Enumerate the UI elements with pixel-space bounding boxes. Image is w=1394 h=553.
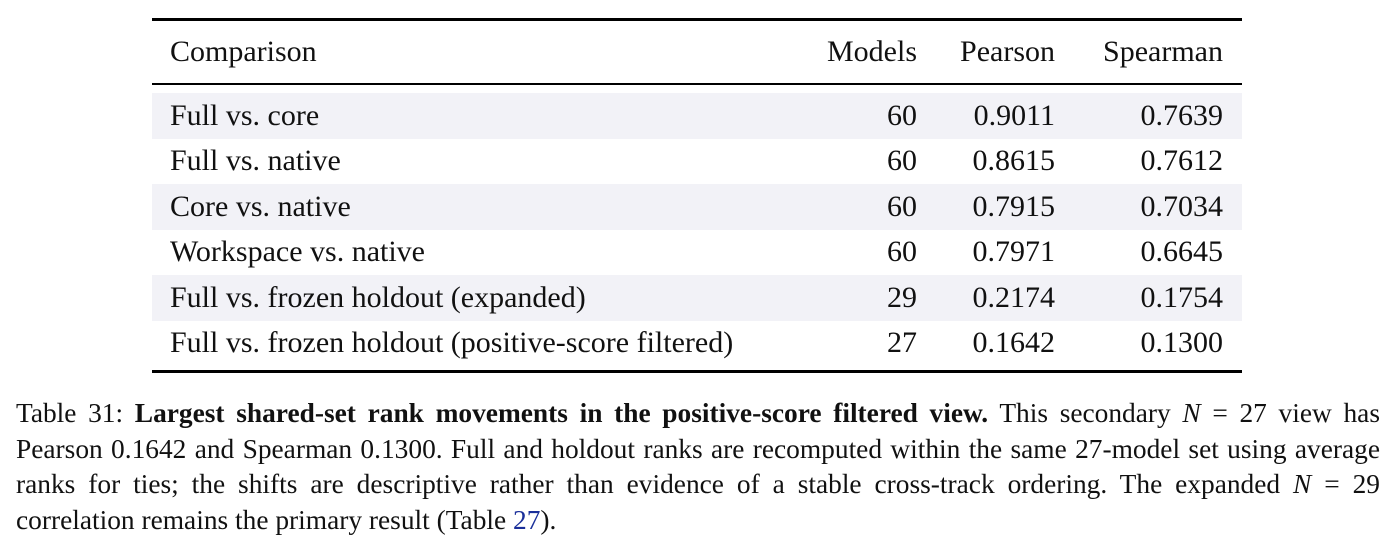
table-row: Workspace vs. native 60 0.7971 0.6645	[152, 230, 1242, 276]
mid-rule	[152, 83, 1242, 85]
cell-pearson: 0.8615	[972, 144, 1056, 178]
cell-spearman: 0.6645	[1140, 235, 1224, 269]
table-caption: Table 31: Largest shared-set rank moveme…	[16, 396, 1380, 538]
header-pearson: Pearson	[960, 35, 1055, 68]
header-spearman: Spearman	[1103, 35, 1223, 68]
caption-math-n2: N	[1293, 469, 1312, 499]
caption-label: Table 31:	[16, 398, 124, 428]
table-row: Core vs. native 60 0.7915 0.7034	[152, 184, 1242, 230]
results-table: Comparison Models Pearson Spearman Full …	[152, 18, 1242, 373]
caption-text-3: correlation remains the primary result (…	[16, 504, 507, 535]
table-header-row: Comparison Models Pearson Spearman	[152, 21, 1242, 83]
cell-pearson: 0.2174	[972, 280, 1056, 314]
cell-spearman: 0.1754	[1140, 280, 1224, 314]
cell-comparison: Full vs. frozen holdout (expanded)	[170, 280, 586, 314]
cell-models: 29	[887, 280, 917, 314]
cell-comparison: Full vs. frozen holdout (positive-score …	[170, 326, 734, 360]
bottom-rule	[152, 370, 1242, 373]
cell-pearson: 0.7915	[972, 189, 1056, 223]
cell-pearson: 0.1642	[972, 326, 1056, 360]
caption-title: Largest shared-set rank movements in the…	[134, 398, 989, 428]
cell-models: 60	[887, 144, 917, 178]
caption-math-n1: N	[1182, 398, 1201, 428]
cell-comparison: Workspace vs. native	[170, 235, 425, 269]
top-rule	[152, 18, 1242, 21]
cell-spearman: 0.1300	[1140, 326, 1224, 360]
cell-comparison: Core vs. native	[170, 189, 351, 223]
cell-pearson: 0.7971	[972, 235, 1056, 269]
caption-text-4: ).	[540, 504, 557, 535]
cell-spearman: 0.7639	[1140, 98, 1224, 132]
cell-spearman: 0.7612	[1140, 144, 1224, 178]
table-row: Full vs. frozen holdout (positive-score …	[152, 321, 1242, 367]
cell-models: 60	[887, 98, 917, 132]
caption-text-1: This secondary	[999, 398, 1171, 428]
header-models: Models	[827, 35, 917, 68]
caption-text-2: view has Pearson 0.1642 and Spearman 0.1…	[16, 398, 1380, 499]
table-row: Full vs. frozen holdout (expanded) 29 0.…	[152, 275, 1242, 321]
cell-comparison: Full vs. native	[170, 144, 341, 178]
cell-comparison: Full vs. core	[170, 98, 320, 132]
cell-models: 60	[887, 189, 917, 223]
cell-spearman: 0.7034	[1140, 189, 1224, 223]
header-comparison: Comparison	[170, 35, 317, 68]
table-row: Full vs. native 60 0.8615 0.7612	[152, 139, 1242, 185]
cell-models: 27	[887, 326, 917, 360]
caption-table-ref-link[interactable]: 27	[513, 504, 541, 535]
cell-pearson: 0.9011	[973, 98, 1055, 132]
cell-models: 60	[887, 235, 917, 269]
caption-eq-1: = 27	[1200, 398, 1267, 428]
table-row: Full vs. core 60 0.9011 0.7639	[152, 93, 1242, 139]
caption-eq-2: = 29	[1311, 469, 1380, 499]
